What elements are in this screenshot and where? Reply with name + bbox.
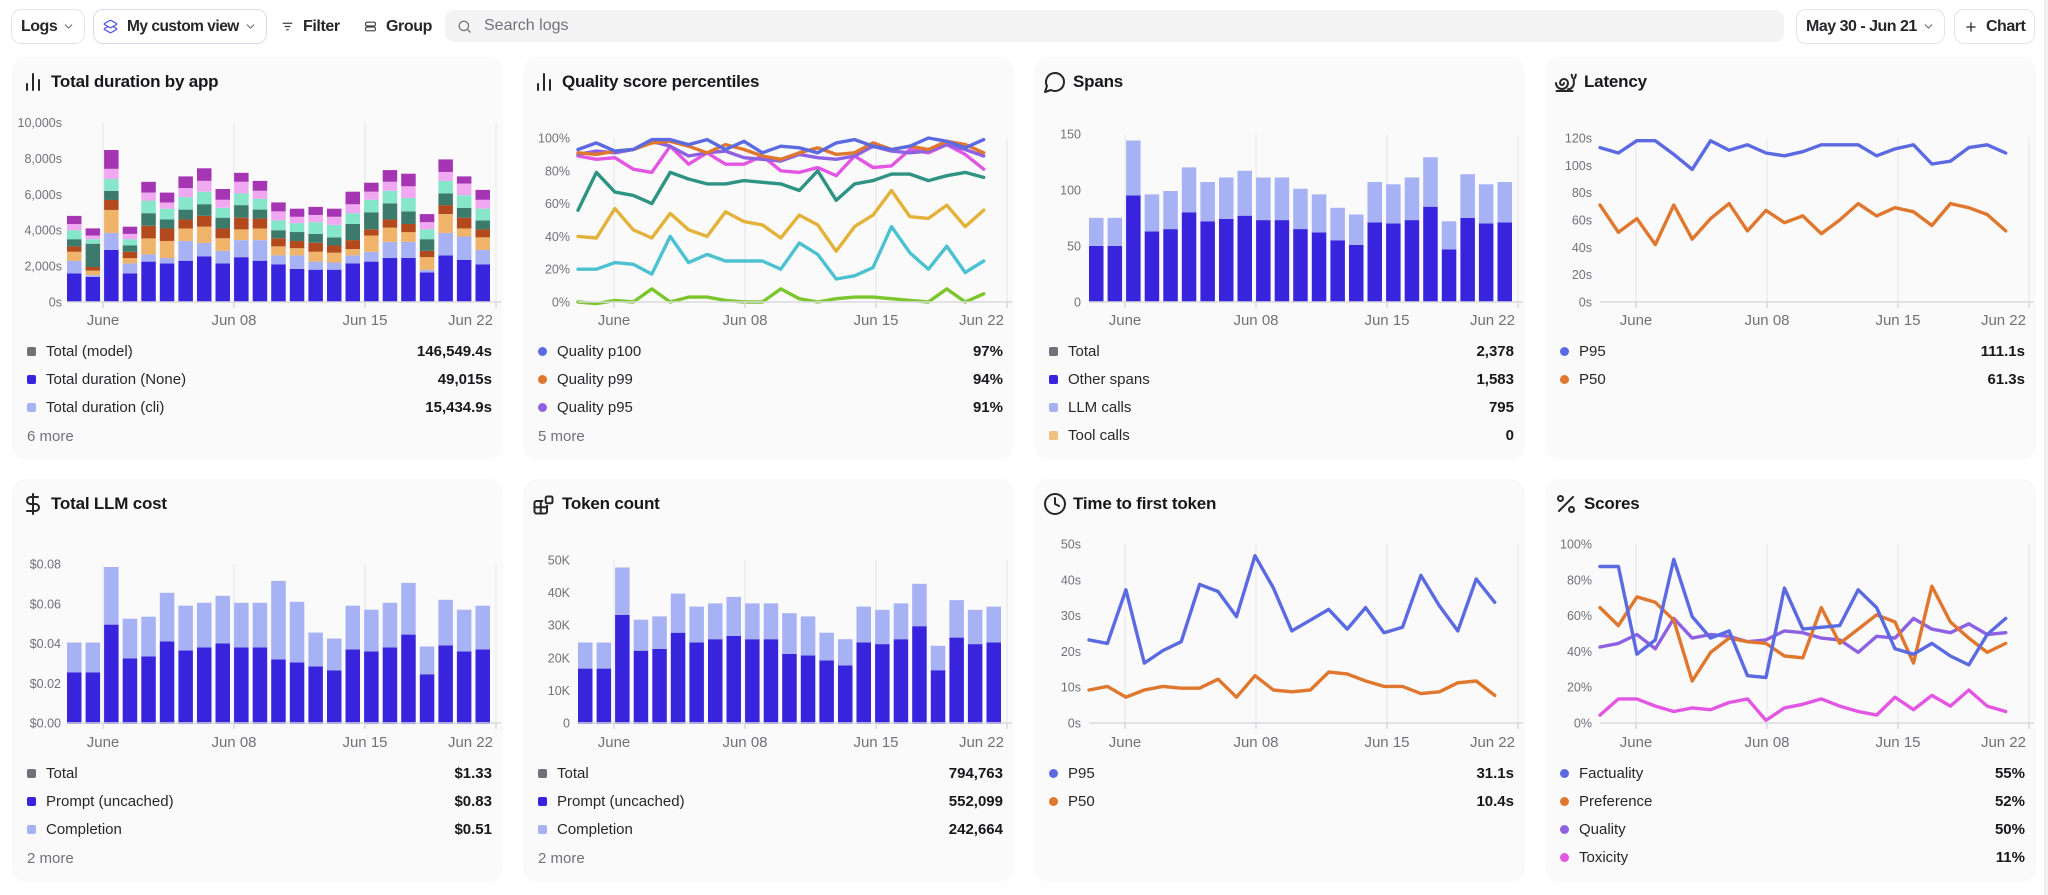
svg-text:80s: 80s bbox=[1572, 186, 1592, 200]
svg-text:30s: 30s bbox=[1061, 609, 1081, 623]
svg-text:20%: 20% bbox=[545, 263, 570, 277]
svg-text:Jun 22: Jun 22 bbox=[448, 734, 493, 751]
svg-text:Jun 15: Jun 15 bbox=[342, 312, 387, 329]
svg-text:60%: 60% bbox=[545, 197, 570, 211]
svg-text:4,000s: 4,000s bbox=[24, 224, 62, 238]
svg-text:Jun 22: Jun 22 bbox=[959, 734, 1004, 751]
svg-text:June: June bbox=[598, 312, 631, 329]
svg-text:Jun 22: Jun 22 bbox=[448, 312, 493, 329]
svg-text:Jun 15: Jun 15 bbox=[342, 734, 387, 751]
svg-text:$0.08: $0.08 bbox=[30, 558, 61, 572]
svg-text:Jun 08: Jun 08 bbox=[211, 312, 256, 329]
svg-text:10K: 10K bbox=[548, 684, 571, 698]
svg-text:120s: 120s bbox=[1565, 132, 1592, 146]
svg-text:Jun 08: Jun 08 bbox=[1233, 734, 1278, 751]
svg-text:60s: 60s bbox=[1572, 214, 1592, 228]
svg-text:10s: 10s bbox=[1061, 681, 1081, 695]
svg-text:20s: 20s bbox=[1061, 645, 1081, 659]
svg-text:30K: 30K bbox=[548, 619, 571, 633]
svg-text:June: June bbox=[1620, 734, 1653, 751]
svg-text:$0.04: $0.04 bbox=[30, 637, 61, 651]
svg-text:Jun 22: Jun 22 bbox=[959, 312, 1004, 329]
svg-text:June: June bbox=[87, 734, 120, 751]
svg-text:Jun 08: Jun 08 bbox=[1744, 734, 1789, 751]
svg-text:0: 0 bbox=[1074, 296, 1081, 310]
svg-text:Jun 22: Jun 22 bbox=[1470, 312, 1515, 329]
svg-text:40%: 40% bbox=[1567, 645, 1592, 659]
svg-text:0%: 0% bbox=[1574, 717, 1592, 731]
svg-text:0s: 0s bbox=[1579, 296, 1592, 310]
svg-text:60%: 60% bbox=[1567, 609, 1592, 623]
svg-text:40%: 40% bbox=[545, 230, 570, 244]
svg-text:6,000s: 6,000s bbox=[24, 188, 62, 202]
svg-text:Jun 22: Jun 22 bbox=[1981, 312, 2026, 329]
svg-text:June: June bbox=[1109, 312, 1142, 329]
svg-text:Jun 08: Jun 08 bbox=[722, 734, 767, 751]
svg-text:10,000s: 10,000s bbox=[18, 116, 62, 130]
svg-text:50s: 50s bbox=[1061, 538, 1081, 552]
svg-text:$0.00: $0.00 bbox=[30, 717, 61, 731]
svg-text:0%: 0% bbox=[552, 296, 570, 310]
svg-text:Jun 15: Jun 15 bbox=[1364, 734, 1409, 751]
svg-text:40s: 40s bbox=[1572, 241, 1592, 255]
svg-text:40s: 40s bbox=[1061, 573, 1081, 587]
svg-text:$0.06: $0.06 bbox=[30, 597, 61, 611]
svg-text:Jun 08: Jun 08 bbox=[722, 312, 767, 329]
svg-text:2,000s: 2,000s bbox=[24, 260, 62, 274]
svg-text:100%: 100% bbox=[538, 132, 570, 146]
svg-text:0: 0 bbox=[563, 717, 570, 731]
svg-text:80%: 80% bbox=[545, 164, 570, 178]
svg-text:0s: 0s bbox=[49, 296, 62, 310]
svg-text:80%: 80% bbox=[1567, 573, 1592, 587]
svg-text:June: June bbox=[598, 734, 631, 751]
svg-text:100%: 100% bbox=[1560, 538, 1592, 552]
svg-text:100: 100 bbox=[1060, 183, 1081, 197]
svg-text:$0.02: $0.02 bbox=[30, 677, 61, 691]
svg-text:50: 50 bbox=[1067, 239, 1081, 253]
svg-text:20s: 20s bbox=[1572, 268, 1592, 282]
svg-text:June: June bbox=[1109, 734, 1142, 751]
svg-text:20%: 20% bbox=[1567, 681, 1592, 695]
svg-text:20K: 20K bbox=[548, 651, 571, 665]
svg-text:Jun 08: Jun 08 bbox=[211, 734, 256, 751]
svg-text:June: June bbox=[1620, 312, 1653, 329]
svg-text:Jun 22: Jun 22 bbox=[1981, 734, 2026, 751]
svg-text:Jun 08: Jun 08 bbox=[1744, 312, 1789, 329]
svg-text:Jun 15: Jun 15 bbox=[1364, 312, 1409, 329]
svg-text:Jun 15: Jun 15 bbox=[853, 312, 898, 329]
svg-text:June: June bbox=[87, 312, 120, 329]
svg-text:40K: 40K bbox=[548, 586, 571, 600]
svg-text:150: 150 bbox=[1060, 127, 1081, 141]
svg-text:Jun 15: Jun 15 bbox=[1875, 312, 1920, 329]
svg-text:100s: 100s bbox=[1565, 159, 1592, 173]
svg-text:Jun 15: Jun 15 bbox=[853, 734, 898, 751]
svg-text:Jun 08: Jun 08 bbox=[1233, 312, 1278, 329]
svg-text:50K: 50K bbox=[548, 554, 571, 568]
svg-text:0s: 0s bbox=[1068, 717, 1081, 731]
svg-text:8,000s: 8,000s bbox=[24, 152, 62, 166]
svg-text:Jun 15: Jun 15 bbox=[1875, 734, 1920, 751]
svg-text:Jun 22: Jun 22 bbox=[1470, 734, 1515, 751]
